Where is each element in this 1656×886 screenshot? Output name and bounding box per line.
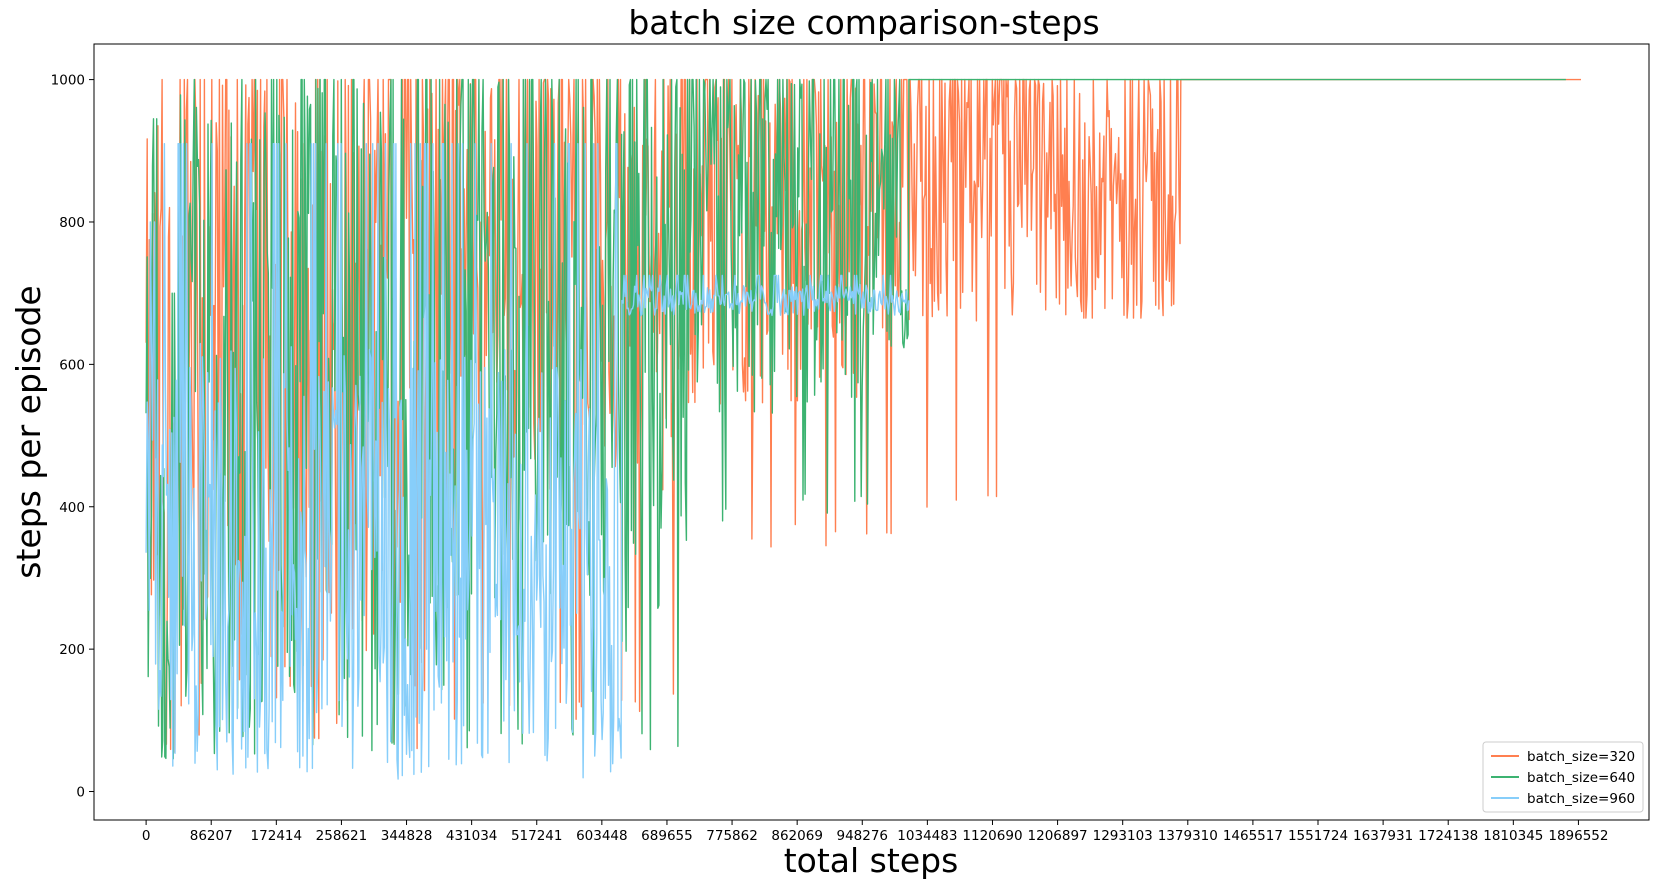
y-tick-label: 0 <box>76 785 85 801</box>
x-tick-label: 1379310 <box>1158 828 1218 844</box>
x-axis-title: total steps <box>784 841 959 880</box>
x-tick-label: 1724138 <box>1418 828 1478 844</box>
x-tick-label: 344828 <box>381 828 433 844</box>
x-tick-label: 1206897 <box>1028 828 1088 844</box>
x-tick-label: 1465517 <box>1223 828 1283 844</box>
x-tick-label: 603448 <box>576 828 628 844</box>
y-tick-label: 600 <box>59 357 85 373</box>
series-line-3 <box>145 143 910 780</box>
x-tick-label: 775862 <box>706 828 758 844</box>
x-tick-label: 1637931 <box>1353 828 1413 844</box>
x-tick-label: 431034 <box>446 828 498 844</box>
x-tick-label: 1293103 <box>1093 828 1153 844</box>
x-tick-label: 258621 <box>316 828 368 844</box>
chart-title: batch size comparison-steps <box>628 3 1099 42</box>
y-axis-title: steps per episode <box>9 285 48 578</box>
y-axis: 0 200 400 600 800 1000 <box>51 73 94 801</box>
legend-label: batch_size=640 <box>1527 770 1635 786</box>
plot-area-frame <box>93 43 1650 821</box>
legend-box <box>1482 741 1644 813</box>
x-tick-label: 86207 <box>190 828 233 844</box>
x-tick-label: 1551724 <box>1288 828 1348 844</box>
x-tick-label: 948276 <box>836 828 888 844</box>
x-tick-label: 1896552 <box>1548 828 1608 844</box>
x-tick-label: 0 <box>142 828 151 844</box>
legend: batch_size=320 batch_size=640 batch_size=9… <box>1482 741 1644 813</box>
y-tick-label: 800 <box>59 215 85 231</box>
x-tick-label: 689655 <box>641 828 693 844</box>
legend-label: batch_size=320 <box>1527 749 1635 765</box>
x-tick-label: 1034483 <box>897 828 957 844</box>
x-tick-label: 517241 <box>511 828 563 844</box>
x-tick-label: 172414 <box>251 828 303 844</box>
y-tick-label: 200 <box>59 642 85 658</box>
series-layer <box>145 78 1582 780</box>
x-axis: 0 86207 172414 258621 344828 431034 517241 6034… <box>142 820 1608 844</box>
x-tick-label: 1810345 <box>1483 828 1543 844</box>
y-tick-label: 1000 <box>51 73 85 89</box>
x-tick-label: 862069 <box>771 828 823 844</box>
legend-label: batch_size=960 <box>1527 791 1635 807</box>
y-tick-label: 400 <box>59 500 85 516</box>
x-tick-label: 1120690 <box>962 828 1022 844</box>
